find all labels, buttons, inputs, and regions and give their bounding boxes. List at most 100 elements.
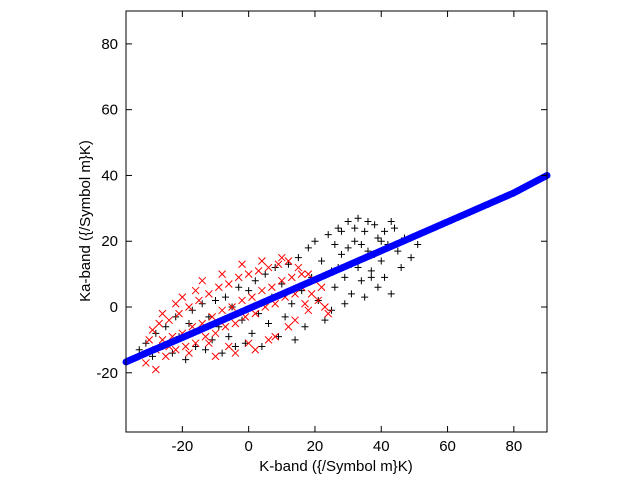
cross-marker — [148, 326, 157, 334]
cross-marker — [175, 309, 183, 318]
cross-marker — [314, 296, 323, 305]
cross-marker — [195, 296, 203, 305]
cross-marker — [264, 263, 273, 272]
cross-marker — [208, 313, 217, 321]
plus-marker — [288, 300, 296, 308]
plus-marker — [367, 273, 375, 281]
plus-marker — [377, 237, 385, 245]
cross-marker — [218, 306, 226, 315]
plus-marker — [251, 277, 259, 285]
cross-marker — [274, 260, 283, 269]
cross-marker — [277, 276, 286, 285]
plus-marker — [241, 339, 249, 347]
plus-marker — [331, 241, 339, 249]
cross-marker — [321, 303, 329, 311]
plus-marker — [192, 342, 200, 350]
plus-marker — [377, 257, 385, 265]
plus-marker — [324, 231, 332, 239]
cross-marker — [214, 283, 223, 292]
plus-marker — [255, 310, 263, 318]
plus-marker — [414, 241, 422, 249]
cross-marker — [224, 280, 233, 288]
cross-marker — [231, 319, 240, 328]
cross-marker — [171, 345, 180, 354]
y-tick-label: 40 — [101, 167, 118, 184]
cross-marker — [161, 352, 170, 361]
cross-marker — [238, 296, 246, 305]
plus-marker — [374, 283, 382, 291]
series-2 — [122, 171, 551, 366]
plus-marker — [274, 333, 282, 341]
plus-marker — [248, 329, 256, 337]
cross-marker — [291, 316, 299, 325]
cross-marker — [304, 270, 313, 278]
plus-marker — [351, 237, 359, 245]
plus-marker — [218, 349, 226, 357]
plus-marker — [354, 264, 362, 272]
x-tick-label: -20 — [172, 438, 194, 455]
plot-frame — [125, 10, 548, 433]
x-axis-title: K-band ({/Symbol m}K) — [259, 458, 412, 475]
y-tick-label: 20 — [101, 233, 118, 250]
cross-marker — [221, 322, 230, 331]
cross-marker — [155, 319, 164, 328]
plus-marker — [258, 342, 266, 350]
cross-marker — [171, 299, 180, 308]
cross-marker — [165, 316, 173, 325]
cross-marker — [271, 332, 280, 341]
x-tick-label: 80 — [506, 438, 523, 455]
cross-marker — [264, 336, 273, 344]
plus-marker — [344, 218, 352, 225]
plus-marker — [278, 280, 286, 288]
plus-marker — [387, 218, 395, 225]
plus-marker — [394, 247, 402, 255]
cross-marker — [307, 290, 316, 298]
cross-marker — [248, 293, 256, 302]
cross-marker — [145, 336, 154, 344]
plus-marker — [391, 224, 399, 232]
plus-marker — [261, 270, 269, 278]
plus-marker — [381, 273, 389, 281]
plus-marker — [205, 313, 213, 321]
cross-marker — [297, 270, 306, 278]
plus-marker — [304, 244, 312, 252]
plus-marker — [291, 336, 299, 344]
plus-marker — [361, 227, 369, 235]
cross-marker — [254, 266, 263, 275]
cross-marker — [224, 342, 233, 351]
cross-marker — [178, 293, 187, 302]
cross-marker — [201, 332, 210, 341]
cross-marker — [324, 309, 333, 318]
cross-marker — [244, 270, 253, 278]
y-tick-label: -20 — [96, 365, 118, 382]
cross-marker — [211, 329, 220, 338]
plus-marker — [301, 323, 309, 331]
plus-marker — [294, 254, 302, 262]
cross-marker — [284, 257, 293, 265]
cross-marker — [158, 309, 167, 318]
plus-marker — [182, 356, 190, 364]
plus-marker — [387, 290, 395, 298]
plus-marker — [135, 346, 143, 354]
plus-marker — [337, 227, 345, 235]
plus-marker — [407, 254, 415, 262]
cross-marker — [284, 322, 293, 331]
y-tick-label: 80 — [101, 36, 118, 53]
plus-marker — [357, 241, 365, 249]
plus-marker — [235, 283, 243, 291]
plus-marker — [351, 224, 359, 232]
plus-marker — [334, 224, 342, 232]
plus-marker — [341, 273, 349, 281]
cross-marker — [191, 286, 200, 295]
plus-marker — [311, 237, 319, 245]
plus-marker — [221, 293, 229, 301]
cross-marker — [198, 276, 207, 285]
cross-marker — [251, 309, 260, 318]
cross-marker — [277, 253, 286, 262]
cross-marker — [151, 365, 160, 374]
plus-marker — [337, 250, 345, 258]
cross-marker — [218, 270, 226, 278]
plus-marker — [212, 296, 220, 304]
cross-marker — [304, 306, 313, 315]
plus-marker — [364, 218, 372, 225]
